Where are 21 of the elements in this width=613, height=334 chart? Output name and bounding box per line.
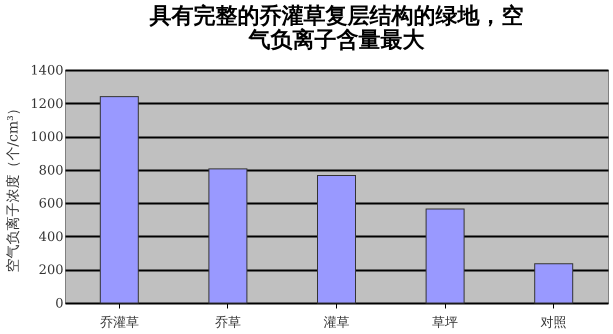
y-tick-label: 1200: [30, 96, 64, 112]
text: 气负离子含量最大: [248, 28, 424, 53]
y-axis-title: 空气负离子浓度（个/cm³）: [5, 101, 22, 273]
y-tick-label: 1400: [30, 64, 64, 78]
y-tick-label: 600: [38, 196, 64, 212]
bar: [317, 175, 356, 304]
bar: [208, 168, 248, 304]
y-tick-label: 800: [38, 163, 64, 178]
y-tick-label: 0: [55, 296, 64, 312]
x-tick-label: 草坪: [432, 316, 458, 330]
x-tick-label: 乔灌草: [100, 316, 139, 330]
y-tick-label: 1000: [30, 130, 64, 146]
bar: [534, 263, 574, 304]
text: 具有完整的乔灌草复层结构的绿地，空: [150, 4, 524, 29]
x-tick-label: 对照: [540, 316, 567, 330]
bar: [426, 208, 465, 304]
x-tick-label: 乔草: [214, 316, 241, 330]
bar: [100, 96, 139, 304]
x-tick-label: 灌草: [324, 316, 350, 330]
y-tick-label: 400: [38, 230, 64, 245]
y-tick-label: 200: [38, 263, 64, 278]
